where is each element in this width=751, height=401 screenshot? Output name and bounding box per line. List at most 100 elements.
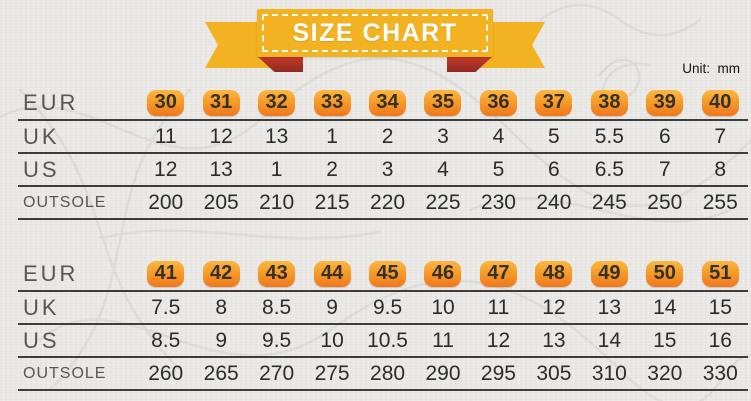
row-label-uk: UK	[23, 294, 60, 320]
size-value-cell: 5	[492, 157, 505, 181]
size-value-cell: 5.5	[594, 124, 624, 148]
eur-size-badge: 48	[535, 260, 573, 287]
eur-size-badge: 33	[313, 89, 351, 116]
row-label-uk: UK	[23, 123, 60, 149]
size-row-outsole: OUTSOLE 200 205 210 215 220 225 230 240 245 250 255	[18, 187, 748, 220]
size-value-cell: 320	[647, 361, 683, 385]
eur-size-badge-cell: 45	[360, 260, 415, 287]
size-value-cell: 15	[708, 295, 732, 319]
eur-size-badge-cell: 43	[249, 260, 304, 287]
size-value-cell: 10.5	[367, 328, 408, 352]
eur-size-badge-cell: 37	[526, 89, 581, 116]
size-value-cell: 230	[480, 190, 516, 214]
size-value-cell: 295	[480, 361, 516, 385]
size-value-cell: 12	[154, 157, 178, 181]
size-value-cell: 13	[264, 124, 289, 148]
eur-size-badge: 45	[369, 260, 407, 287]
eur-size-badge: 40	[701, 89, 739, 116]
size-value-cell: 10	[431, 295, 455, 319]
size-value-cell: 8.5	[262, 295, 292, 319]
size-value-cell: 7.5	[151, 295, 181, 319]
size-value-cell: 210	[259, 190, 295, 214]
size-value-cell: 13	[542, 328, 566, 352]
row-label-outsole: OUTSOLE	[23, 193, 107, 211]
size-value-cell: 330	[702, 361, 738, 385]
eur-size-badge: 47	[479, 260, 517, 287]
size-value-cell: 13	[597, 295, 622, 319]
size-value-cell: 260	[148, 361, 184, 385]
size-value-cell: 250	[647, 190, 683, 214]
eur-size-badge-cell: 36	[471, 89, 526, 116]
size-value-cell: 4	[437, 157, 449, 181]
eur-size-badge-cell: 46	[415, 260, 470, 287]
size-value-cell: 265	[203, 361, 239, 385]
size-value-cell: 16	[708, 328, 732, 352]
size-value-cell: 15	[653, 328, 677, 352]
size-value-cell: 270	[259, 361, 295, 385]
size-value-cell: 9	[326, 295, 338, 319]
size-value-cell: 2	[381, 124, 394, 148]
size-table-eur-41-51: EUR 41 42 43 44 45 46 47 48 49 50 51 UK 7.5 8 8.5 9 9.5 10…	[18, 257, 748, 391]
size-value-cell: 14	[653, 295, 677, 319]
size-value-cell: 6	[548, 157, 560, 181]
size-value-cell: 205	[203, 190, 239, 214]
size-value-cell: 8	[714, 157, 727, 181]
size-value-cell: 8.5	[151, 328, 181, 352]
size-value-cell: 12	[209, 124, 233, 148]
eur-size-badge: 44	[313, 260, 351, 287]
eur-size-badge: 50	[646, 260, 684, 287]
eur-size-badge-cell: 44	[304, 260, 359, 287]
size-value-cell: 13	[209, 157, 233, 181]
size-value-cell: 7	[658, 157, 671, 181]
size-value-cell: 7	[714, 124, 727, 148]
eur-size-badge: 34	[369, 89, 407, 116]
ribbon-title-box: SIZE CHART	[257, 9, 493, 57]
size-value-cell: 2	[326, 157, 338, 181]
size-value-cell: 9	[215, 328, 228, 352]
size-row-eur: EUR 41 42 43 44 45 46 47 48 49 50 51	[18, 257, 748, 292]
eur-size-badge: 49	[590, 260, 628, 287]
size-row-us: US 8.5 9 9.5 10 10.5 11 12 13 14 15 16	[18, 325, 748, 358]
eur-size-badge: 30	[147, 89, 185, 116]
size-value-cell: 225	[425, 190, 461, 214]
size-value-cell: 275	[314, 361, 350, 385]
size-value-cell: 9.5	[262, 328, 292, 352]
eur-size-badge-cell: 32	[249, 89, 304, 116]
eur-size-badge: 42	[202, 260, 240, 287]
eur-size-badge: 43	[258, 260, 296, 287]
size-value-cell: 310	[591, 361, 627, 385]
size-value-cell: 9.5	[372, 295, 403, 319]
eur-size-badge-cell: 41	[138, 260, 193, 287]
eur-size-badge: 32	[258, 89, 296, 116]
eur-size-badge-cell: 31	[193, 89, 248, 116]
size-value-cell: 3	[437, 124, 449, 148]
size-value-cell: 240	[536, 190, 572, 214]
unit-label: Unit: mm	[682, 61, 740, 76]
eur-size-badge: 37	[535, 89, 573, 116]
size-value-cell: 4	[492, 124, 505, 148]
size-table-eur-30-40: EUR 30 31 32 33 34 35 36 37 38 39 40 UK 11 12 13 1 2 3 4 5 5.…	[18, 86, 748, 220]
eur-size-badge-cell: 34	[360, 89, 415, 116]
eur-size-badge-cell: 35	[415, 89, 470, 116]
eur-size-badge-cell: 50	[637, 260, 692, 287]
size-row-eur: EUR 30 31 32 33 34 35 36 37 38 39 40	[18, 86, 748, 121]
size-value-cell: 305	[536, 361, 572, 385]
eur-size-badge-cell: 30	[138, 89, 193, 116]
row-label-eur: EUR	[23, 260, 79, 286]
size-value-cell: 6.5	[594, 157, 624, 181]
size-value-cell: 12	[542, 295, 566, 319]
size-row-uk: UK 7.5 8 8.5 9 9.5 10 11 12 13 14 15	[18, 292, 748, 325]
eur-size-badge: 39	[646, 89, 684, 116]
eur-size-badge-cell: 51	[693, 260, 748, 287]
eur-size-badge: 35	[424, 89, 462, 116]
size-value-cell: 14	[597, 328, 622, 352]
size-chart-title: SIZE CHART	[292, 18, 458, 47]
size-value-cell: 12	[486, 328, 511, 352]
size-value-cell: 6	[658, 124, 671, 148]
eur-size-badge-cell: 49	[582, 260, 637, 287]
eur-size-badge: 51	[701, 260, 739, 287]
eur-size-badge-cell: 40	[693, 89, 748, 116]
row-label-us: US	[23, 156, 60, 182]
size-value-cell: 1	[270, 157, 283, 181]
